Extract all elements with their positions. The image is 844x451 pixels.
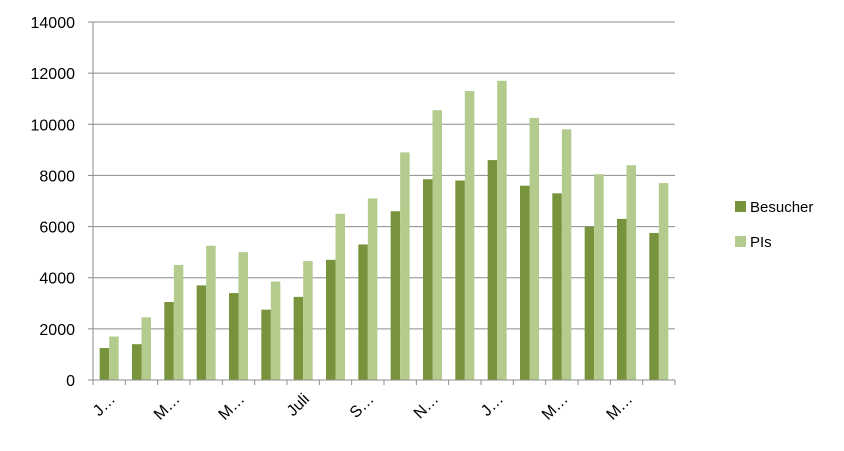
bar-pis [464,91,475,380]
bar-besucher [617,218,627,380]
bar-besucher [390,211,401,380]
bar-besucher [293,296,304,380]
bar-pis [173,264,184,380]
bar-besucher [326,259,336,380]
y-tick-label: 8000 [39,168,75,185]
x-tick-label: M… [151,391,184,424]
y-axis-ticks: 0 2000 4000 6000 8000 10000 12000 14000 [31,15,93,390]
bar-besucher [132,344,142,380]
x-tick-label: J… [90,391,119,420]
bar-besucher [358,244,368,380]
bars [99,80,669,380]
bar-pis [270,281,281,380]
bar-pis [497,80,507,380]
bar-pis [594,174,604,380]
legend: Besucher PIs [735,199,813,251]
y-tick-label: 4000 [39,271,75,288]
x-tick-label: N… [411,391,443,423]
y-tick-label: 10000 [31,117,76,134]
x-tick-label: Juli [284,391,313,420]
legend-label: Besucher [750,199,813,216]
bar-besucher [552,193,562,380]
bar-besucher [229,293,239,380]
bar-pis [141,317,151,380]
bar-pis [303,261,313,380]
legend-label: PIs [750,234,772,251]
bar-pis [529,117,539,380]
bar-besucher [99,348,110,380]
bar-besucher [455,180,465,380]
bar-besucher [164,302,174,380]
bar-besucher [584,226,595,380]
legend-swatch-besucher [735,201,746,212]
y-tick-label: 2000 [39,322,75,339]
x-tick-label: M… [539,391,572,424]
bar-pis [658,183,669,380]
bar-besucher [649,232,659,380]
y-tick-label: 12000 [31,66,76,83]
x-axis-ticks: J… M… M… Juli S… N… J… M… M… [90,380,676,424]
bar-besucher [423,179,433,380]
bar-besucher [520,185,530,380]
bar-pis [335,213,345,380]
x-tick-label: J… [478,391,507,420]
bar-pis [109,336,119,380]
bar-pis [400,152,410,380]
x-tick-label: M… [604,391,637,424]
y-tick-label: 6000 [39,220,75,237]
bar-besucher [261,309,271,380]
x-tick-label: S… [347,391,378,422]
bar-besucher [487,160,498,380]
gridlines [93,21,675,330]
bar-pis [238,252,248,380]
bar-pis [206,245,216,380]
legend-swatch-pis [735,236,746,247]
bar-pis [626,165,636,380]
y-tick-label: 14000 [31,15,76,32]
bar-pis [561,129,572,380]
bar-pis [367,198,378,380]
x-tick-label: M… [216,391,249,424]
y-tick-label: 0 [66,373,75,390]
bar-besucher [196,285,207,380]
bar-pis [432,110,442,380]
